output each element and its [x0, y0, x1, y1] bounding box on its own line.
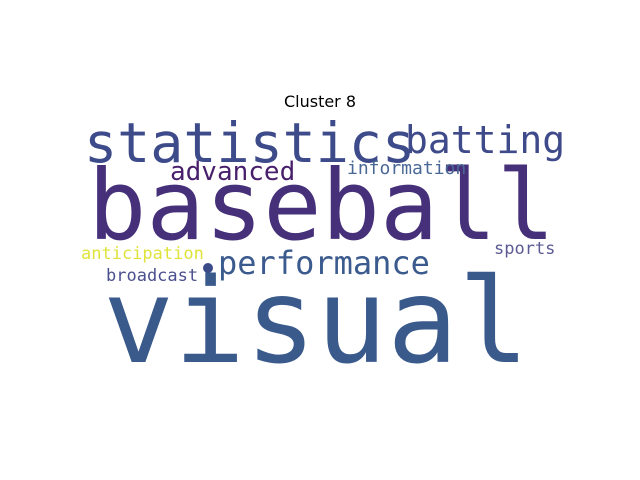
word-statistics: statistics: [84, 111, 416, 175]
word-batting: batting: [405, 118, 566, 162]
dot-mark: [203, 263, 213, 273]
word-advanced: advanced: [170, 157, 296, 187]
word-performance: performance: [218, 244, 430, 282]
cluster-title: Cluster 8: [283, 92, 357, 111]
word-visual: visual: [103, 252, 530, 390]
word-anticipation: anticipation: [81, 244, 204, 264]
word-information: information: [347, 158, 467, 179]
word-baseball: baseball: [88, 149, 556, 262]
word-broadcast: broadcast: [106, 266, 199, 286]
word-sports: sports: [494, 239, 556, 259]
